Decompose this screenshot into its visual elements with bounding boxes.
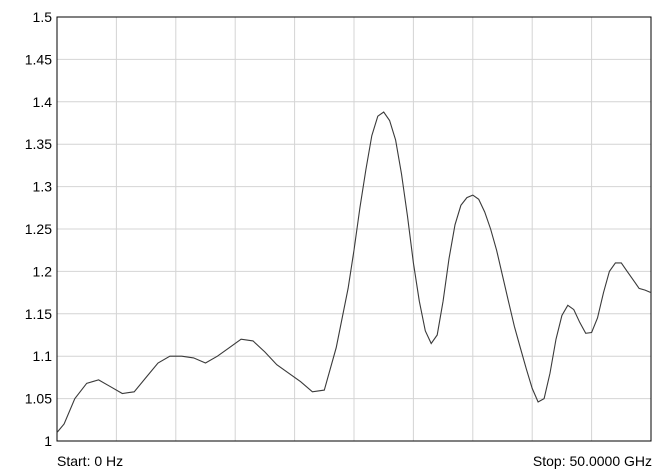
y-tick-label: 1.5	[33, 9, 53, 25]
y-tick-label: 1.4	[33, 94, 53, 110]
y-tick-label: 1.3	[33, 179, 53, 195]
y-tick-label: 1	[44, 433, 52, 449]
y-tick-label: 1.35	[25, 136, 52, 152]
y-tick-label: 1.2	[33, 263, 53, 279]
series-line	[56, 111, 652, 433]
y-tick-label: 1.1	[33, 348, 53, 364]
y-tick-label: 1.05	[25, 391, 52, 407]
y-tick-label: 1.45	[25, 51, 52, 67]
stop-frequency-label: Stop: 50.0000 GHz	[533, 453, 652, 469]
y-tick-label: 1.25	[25, 221, 52, 237]
y-tick-label: 1.15	[25, 306, 52, 322]
plot-frame	[56, 16, 652, 442]
y-axis-ticks: 1 1.05 1.1 1.15 1.2 1.25 1.3 1.35 1.4 1.45 1.5	[25, 9, 52, 449]
grid	[57, 17, 651, 441]
start-frequency-label: Start: 0 Hz	[57, 453, 123, 469]
